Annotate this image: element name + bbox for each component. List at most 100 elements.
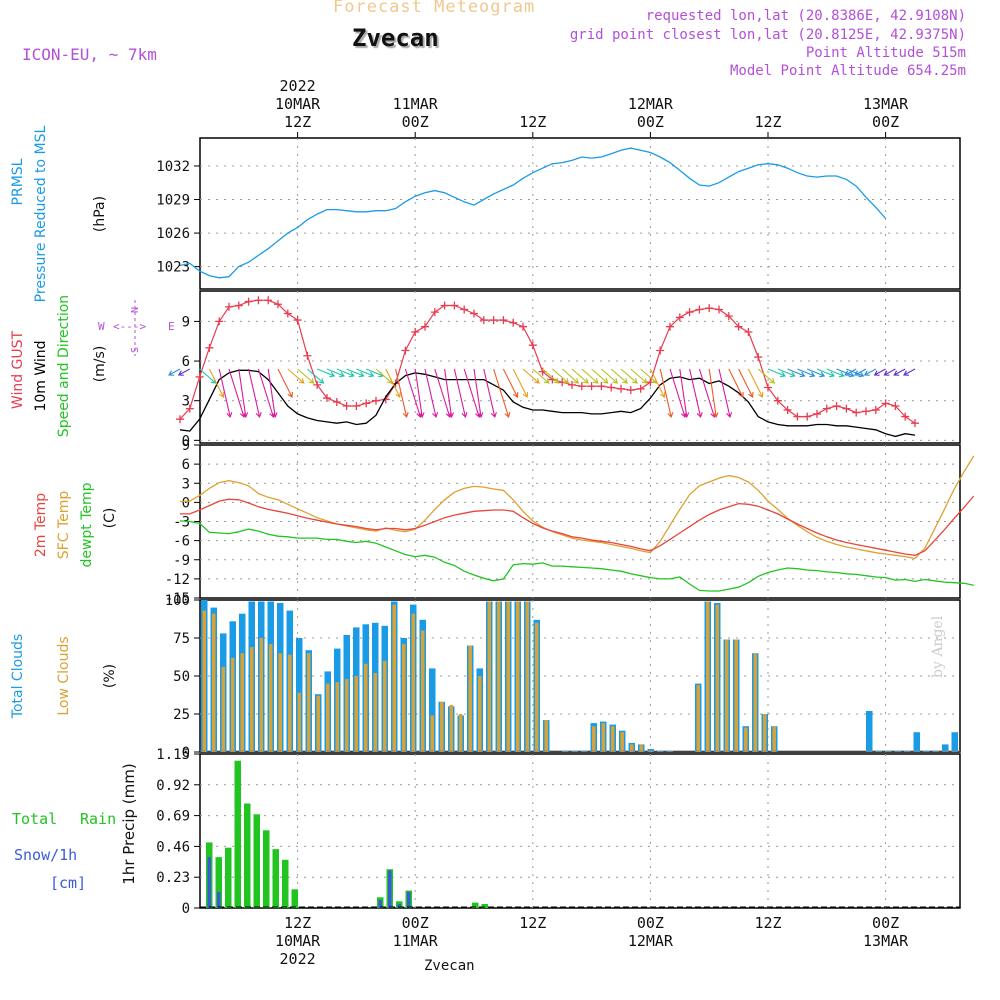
wind-direction-arrow — [718, 368, 733, 419]
wind-direction-arrow — [806, 368, 826, 378]
compass-east: E — [168, 320, 175, 333]
top-time-label: 10MAR — [275, 95, 321, 113]
bottom-time-label: 2022 — [280, 950, 316, 968]
low-cloud-bar — [744, 727, 748, 752]
y-tick-label: 6 — [182, 354, 190, 370]
low-cloud-bar — [240, 653, 244, 752]
low-cloud-bar — [231, 657, 235, 752]
gust-marker — [911, 419, 919, 428]
rain-bar — [291, 889, 298, 908]
low-cloud-bar — [354, 676, 358, 752]
y-tick-label: 75 — [173, 631, 190, 647]
bottom-time-label: 13MAR — [863, 932, 909, 950]
wind-direction-arrow — [483, 368, 497, 419]
gust-line — [179, 299, 916, 424]
gust-marker — [440, 301, 449, 310]
wind-label: 10m Wind — [33, 340, 49, 411]
wind-direction-arrow — [844, 368, 857, 376]
gust-marker — [764, 383, 772, 392]
snow-bar — [397, 904, 401, 908]
gust-marker — [283, 309, 292, 318]
total-cloud-bar — [866, 711, 873, 752]
wind-direction-arrow — [385, 368, 401, 398]
snow-bar — [207, 857, 211, 908]
low-cloud-bar — [212, 613, 216, 752]
wind-direction-arrow — [728, 368, 744, 398]
gust-marker — [783, 405, 792, 414]
gust-marker — [195, 372, 204, 381]
low-cloud-bar — [440, 701, 444, 752]
bottom-time-label: 00Z — [637, 914, 664, 932]
wind-direction-arrow — [873, 368, 886, 376]
wind-direction-arrow — [747, 368, 764, 398]
gust-marker — [519, 322, 527, 331]
wind-direction-arrow — [571, 368, 589, 384]
wind-direction-arrow — [816, 368, 835, 378]
wind-direction-arrow — [620, 368, 638, 384]
temp-2m-label: 2m Temp — [33, 493, 49, 557]
y-tick-label: 0 — [182, 433, 190, 449]
snow-bar — [407, 891, 411, 908]
total-clouds-label: Total Clouds — [10, 634, 26, 719]
gust-marker — [862, 407, 870, 416]
gust-label: Wind GUST — [10, 330, 26, 409]
gust-marker — [793, 412, 802, 421]
wind-unit: (m/s) — [92, 346, 108, 383]
y-tick-label: 1023 — [156, 260, 190, 276]
wind-direction-arrow — [787, 368, 806, 378]
gust-marker — [225, 302, 233, 311]
gust-marker — [852, 408, 861, 417]
wind-direction-arrow — [502, 368, 519, 398]
gust-marker — [362, 399, 371, 408]
gust-marker — [264, 296, 273, 305]
dewpoint-line — [179, 520, 974, 592]
low-cloud-bar — [715, 604, 719, 752]
wind-direction-arrow — [414, 368, 425, 419]
top-time-label: 12Z — [754, 113, 781, 131]
wind-direction-arrow — [542, 368, 560, 384]
y-tick-label: 25 — [173, 707, 190, 723]
low-cloud-bar — [611, 726, 615, 752]
gust-marker — [460, 305, 469, 314]
gust-marker — [695, 305, 704, 314]
low-cloud-bar — [345, 679, 349, 752]
gust-marker — [617, 384, 625, 393]
wind-direction-arrow — [307, 368, 325, 384]
bottom-time-label: 12Z — [519, 914, 546, 932]
top-time-label: 12MAR — [628, 95, 674, 113]
bottom-time-label: 11MAR — [393, 932, 439, 950]
bottom-time-label: 12Z — [754, 914, 781, 932]
gust-marker — [577, 382, 586, 391]
rain-label: Rain — [80, 810, 116, 828]
station-name: Zvecan — [352, 24, 439, 52]
rain-bar — [215, 857, 222, 908]
gust-marker — [205, 343, 214, 352]
low-cloud-bar — [383, 660, 387, 752]
total-cloud-bar — [951, 732, 958, 752]
low-cloud-bar — [478, 676, 482, 752]
panel-frame — [199, 137, 961, 290]
low-cloud-bar — [202, 610, 206, 752]
pressure-label-1: PRMSL — [10, 158, 26, 205]
low-cloud-bar — [297, 692, 301, 752]
gust-marker — [274, 300, 282, 309]
compass-north: N — [130, 307, 141, 313]
wind-direction-arrow — [630, 368, 648, 384]
snow-label: Snow/1h — [14, 846, 77, 864]
wind-direction-arrow — [659, 368, 674, 419]
wind-direction-arrow — [797, 368, 816, 378]
wind-direction-arrow — [287, 368, 305, 384]
y-tick-label: 0.92 — [156, 778, 190, 794]
gust-marker — [715, 305, 723, 314]
y-tick-label: 0.23 — [156, 870, 190, 886]
gust-marker — [352, 401, 361, 410]
bottom-time-label: 12Z — [284, 914, 311, 932]
low-cloud-bar — [459, 714, 463, 752]
y-tick-label: 1029 — [156, 193, 190, 209]
gust-marker — [744, 327, 753, 336]
low-cloud-bar — [725, 639, 729, 752]
wind-direction-arrow — [903, 368, 916, 376]
gust-marker — [499, 316, 508, 325]
snow-bar — [217, 891, 221, 908]
rain-bar — [272, 849, 279, 908]
